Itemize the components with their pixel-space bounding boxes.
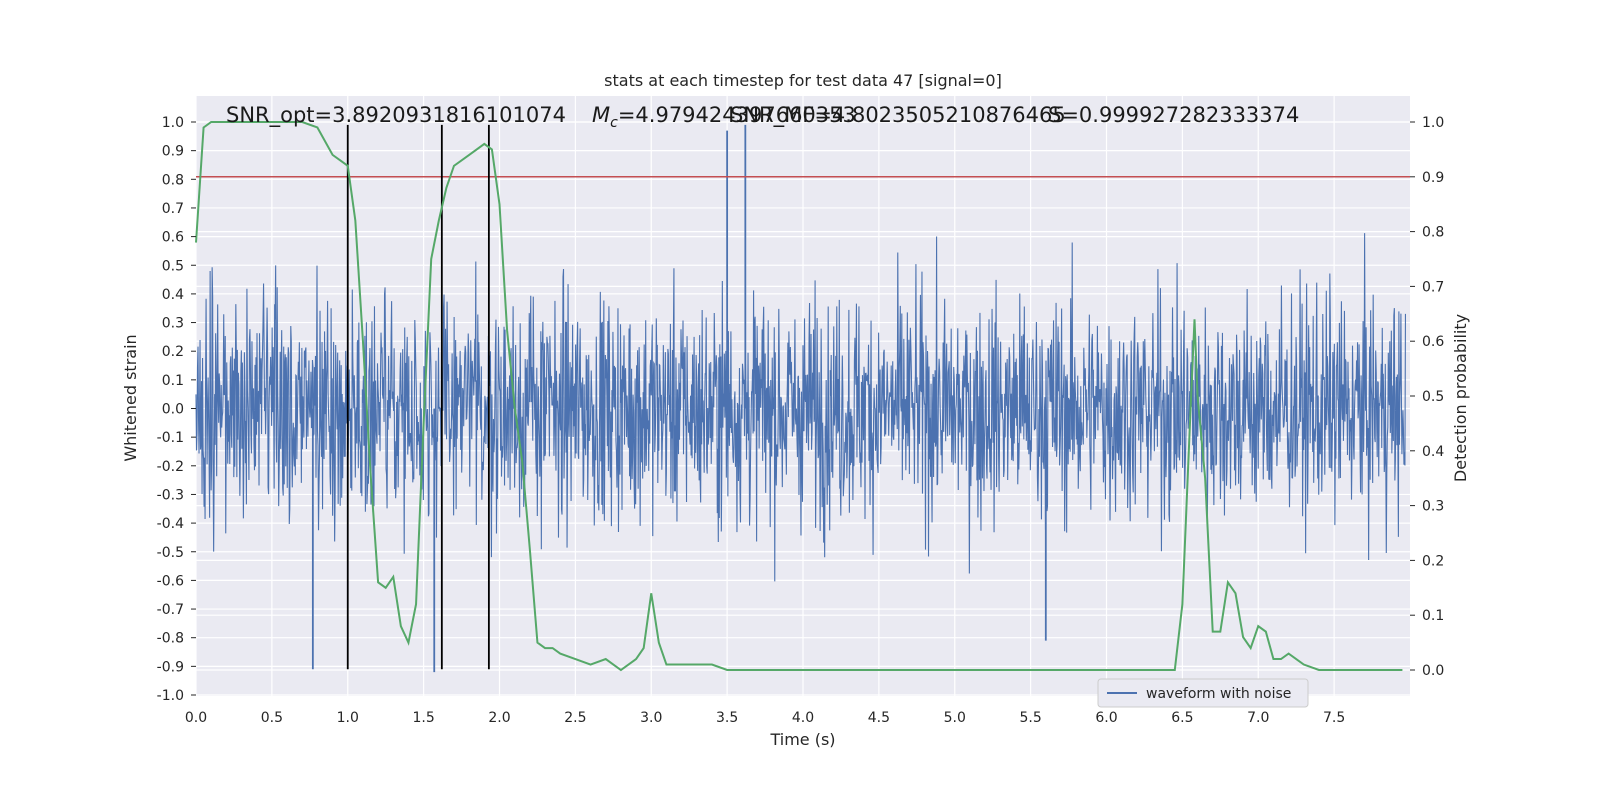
x-tick-label: 2.5 [564,710,586,726]
x-tick-label: 1.5 [412,710,434,726]
y-tick-label: -0.6 [157,573,184,589]
annotation-mc-value: =4.979424397660353 [618,103,856,127]
y-tick-label: -0.2 [157,459,184,475]
y-tick-label: 0.7 [162,201,184,217]
y-right-tick-label: 0.7 [1422,279,1444,295]
annotation-snr-mf: SNR_MF=4.8023505210876465 [730,103,1066,128]
x-axis-label: Time (s) [769,730,835,749]
detection-probability-line [195,121,1403,672]
legend-box [1097,678,1309,708]
y-tick-label: 0.8 [162,172,184,188]
y-tick-label: 1.0 [162,115,184,131]
y-tick-label: -0.5 [157,545,184,561]
x-tick-label: 7.0 [1247,710,1269,726]
annotation-mc: Mc=4.979424397660353 [592,103,856,131]
chart-title: stats at each timestep for test data 47 … [604,71,1002,90]
y-tick-label: 0.0 [162,402,184,418]
legend-label: waveform with noise [1146,686,1291,702]
x-tick-label: 7.5 [1323,710,1345,726]
y-tick-label: -0.8 [157,631,184,647]
annotation-mc-subscript: c [610,115,618,131]
y-right-tick-label: 0.0 [1422,663,1444,679]
annotation-s: S=0.999927282333374 [1048,103,1299,127]
y-right-tick-label: 0.1 [1422,608,1444,624]
y-tick-label: 0.3 [162,316,184,332]
x-tick-label: 3.0 [640,710,662,726]
y-right-tick-label: 0.8 [1422,225,1444,241]
overlay-lines [195,121,1410,672]
y-axis-label-left: Whitened strain [121,334,140,461]
x-tick-label: 0.5 [261,710,283,726]
y-tick-label: 0.5 [162,258,184,274]
y-right-tick-label: 0.2 [1422,553,1444,569]
y-right-tick-label: 0.3 [1422,499,1444,515]
y-tick-label: 0.1 [162,373,184,389]
y-right-tick-label: 0.4 [1422,444,1444,460]
y-right-tick-label: 0.9 [1422,170,1444,186]
y-tick-label: 0.9 [162,144,184,160]
y-right-tick-label: 1.0 [1422,115,1444,131]
y-tick-label: -0.3 [157,487,184,503]
x-tick-label: 5.0 [944,710,966,726]
y-tick-label: 0.6 [162,230,184,246]
waveform-with-noise-line [195,233,1406,582]
x-tick-label: 1.0 [337,710,359,726]
y-right-tick-label: 0.6 [1422,334,1444,350]
x-tick-label: 5.5 [1019,710,1041,726]
y-tick-label: -1.0 [157,688,184,704]
annotation-snr-opt: SNR_opt=3.8920931816101074 [226,103,566,128]
annotation-mc-symbol: M [592,103,610,127]
y-tick-label: -0.1 [157,430,184,446]
waveform-with-noise-series [195,124,1406,673]
axes: 0.0 0.5 1.0 1.5 2.0 2.5 3.0 3.5 4.0 4.5 5.0 5.5 6.0 6… [157,115,1445,726]
y-right-tick-label: 0.5 [1422,389,1444,405]
y-tick-label: 0.2 [162,344,184,360]
y-axis-label-right: Detection probability [1451,314,1470,482]
x-tick-label: 6.5 [1171,710,1193,726]
y-tick-label: -0.9 [157,659,184,675]
y-tick-label: -0.7 [157,602,184,618]
y-tick-label: 0.4 [162,287,184,303]
x-tick-label: 3.5 [716,710,738,726]
y-tick-label: -0.4 [157,516,184,532]
legend: waveform with noise [1097,678,1309,708]
x-tick-label: 0.0 [185,710,207,726]
x-tick-label: 4.0 [792,710,814,726]
x-tick-label: 4.5 [868,710,890,726]
x-tick-label: 6.0 [1095,710,1117,726]
x-tick-label: 2.0 [488,710,510,726]
